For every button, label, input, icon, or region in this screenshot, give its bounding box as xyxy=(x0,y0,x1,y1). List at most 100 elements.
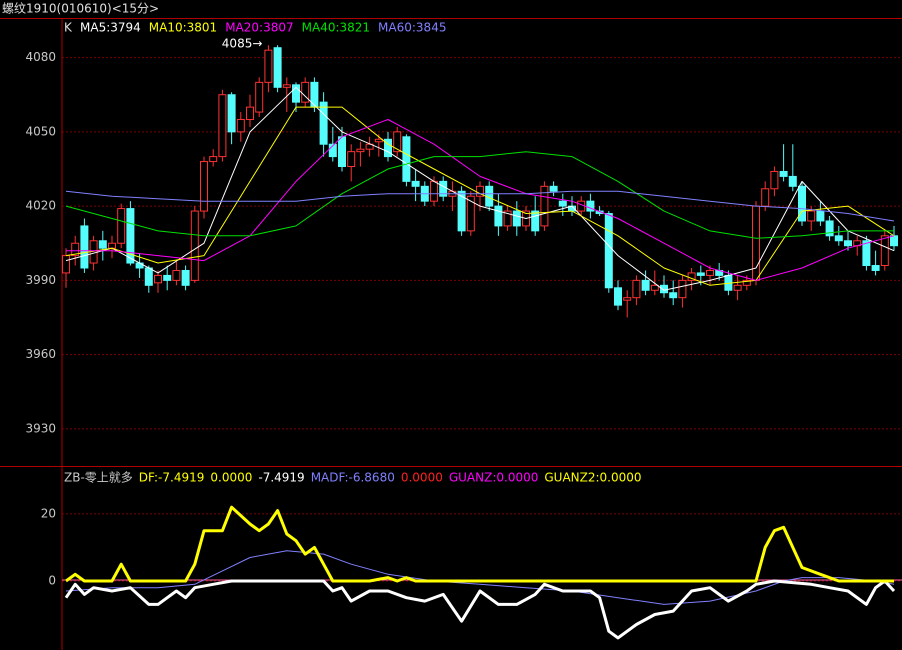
candle-body xyxy=(880,235,889,267)
series-line xyxy=(65,505,894,583)
series-line xyxy=(65,190,895,222)
candle-body xyxy=(531,210,540,232)
panel-label: ZB-零上就多 xyxy=(64,471,133,485)
candle-body xyxy=(71,242,80,257)
legend-entry: -7.4919 xyxy=(258,471,304,485)
candle-body xyxy=(890,235,898,247)
candle-body xyxy=(825,220,834,237)
candle-body xyxy=(374,138,383,143)
candle-body xyxy=(669,292,678,299)
candle-body xyxy=(742,279,751,286)
candle-body xyxy=(236,118,245,133)
legend-entry: MA20:3807 xyxy=(225,21,293,35)
candle-body xyxy=(402,136,411,182)
candle-body xyxy=(678,279,687,299)
candle-body xyxy=(338,136,346,168)
candle-body xyxy=(549,185,558,192)
candle-body xyxy=(273,47,282,88)
legend-entry: MA40:3821 xyxy=(302,21,370,35)
candle-body xyxy=(604,213,613,289)
candle-body xyxy=(623,297,632,301)
annotation: 4085→ xyxy=(222,37,263,51)
candle-body xyxy=(788,175,797,187)
legend-entry: MA10:3801 xyxy=(149,21,217,35)
candle-body xyxy=(430,180,438,202)
candle-body xyxy=(770,170,779,190)
candle-body xyxy=(807,210,816,222)
candle-body xyxy=(411,180,420,187)
candle-body xyxy=(752,205,760,281)
legend-entry: MA60:3845 xyxy=(378,21,446,35)
candle-body xyxy=(844,240,852,247)
y-tick-label: 4020 xyxy=(25,199,56,213)
candle-body xyxy=(255,81,264,113)
candle-body xyxy=(494,205,503,227)
candle-body xyxy=(246,106,254,120)
candle-body xyxy=(181,269,190,286)
candle-body xyxy=(292,84,300,103)
legend-entry: 0.0000 xyxy=(401,471,443,485)
series-line xyxy=(65,550,895,605)
legend-entry: GUANZ2:0.0000 xyxy=(544,471,641,485)
candle-body xyxy=(163,274,172,281)
candle-body xyxy=(834,235,843,242)
candle-body xyxy=(706,269,714,276)
candle-body xyxy=(126,208,135,264)
legend-entry: MA5:3794 xyxy=(80,21,141,35)
candle-body xyxy=(62,255,70,274)
candle-body xyxy=(457,190,466,232)
candle-body xyxy=(503,210,512,227)
candle-body xyxy=(650,284,659,291)
candle-body xyxy=(209,156,218,163)
y-tick-label: 4080 xyxy=(25,50,56,64)
candle-body xyxy=(761,188,770,207)
candle-body xyxy=(696,272,705,276)
candle-body xyxy=(660,284,668,294)
candle-body xyxy=(98,240,107,249)
y-tick-label: 3930 xyxy=(25,421,56,435)
candle-body xyxy=(466,195,475,232)
candle-body xyxy=(190,210,199,281)
candle-body xyxy=(512,210,521,227)
candle-body xyxy=(172,269,181,281)
y-tick-label: 0 xyxy=(48,573,56,587)
y-tick-label: 4050 xyxy=(25,124,56,138)
series-line xyxy=(65,86,895,291)
candle-body xyxy=(144,267,153,286)
legend-entry: MADF:-6.8680 xyxy=(311,471,395,485)
candle-body xyxy=(347,151,356,168)
candle-body xyxy=(227,94,236,133)
series-line xyxy=(66,119,895,281)
candle-body xyxy=(871,265,880,271)
legend-entry: 0.0000 xyxy=(210,471,252,485)
candle-body xyxy=(200,161,208,212)
candle-body xyxy=(586,200,595,212)
candle-body xyxy=(319,101,328,145)
candle-body xyxy=(393,131,402,153)
candle-body xyxy=(614,287,622,306)
series-line xyxy=(64,579,896,640)
candle-body xyxy=(779,170,788,177)
series-line xyxy=(65,151,894,239)
candle-body xyxy=(540,185,549,227)
candle-body xyxy=(117,208,126,244)
candle-body xyxy=(108,242,116,249)
legend-entry: DF:-7.4919 xyxy=(139,471,205,485)
y-tick-label: 20 xyxy=(41,506,56,520)
candle-body xyxy=(558,200,567,207)
candle-body xyxy=(862,240,871,267)
candle-body xyxy=(733,284,742,291)
candle-body xyxy=(816,210,825,222)
candle-body xyxy=(154,274,162,284)
candle-body xyxy=(356,148,365,153)
candle-body xyxy=(282,84,291,88)
y-tick-label: 3960 xyxy=(25,347,56,361)
y-tick-label: 3990 xyxy=(25,273,56,287)
candle-body xyxy=(632,279,641,299)
chart-title: 螺纹1910(010610)<15分> xyxy=(2,2,159,16)
panel-label: K xyxy=(64,21,73,35)
candle-body xyxy=(384,138,392,158)
